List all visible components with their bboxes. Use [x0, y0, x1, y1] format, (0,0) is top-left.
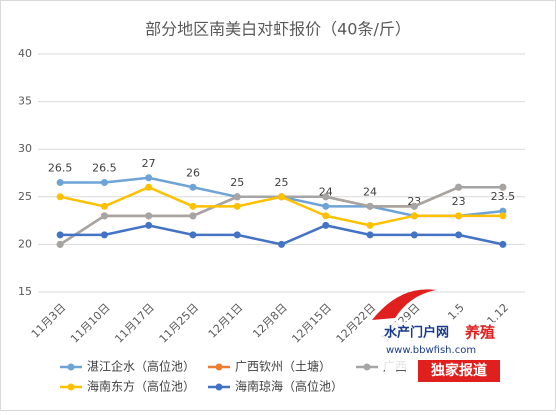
y-tick-label: 15 — [18, 285, 32, 298]
y-tick-label: 40 — [18, 47, 32, 60]
data-label: 24 — [319, 185, 333, 198]
watermark-badge — [418, 360, 500, 382]
data-point — [499, 212, 507, 220]
y-tick-label: 30 — [18, 142, 32, 155]
watermark-text: 养殖 — [464, 324, 495, 342]
legend-marker — [67, 383, 75, 391]
data-point — [145, 174, 153, 182]
data-point — [322, 202, 330, 210]
data-label: 25 — [230, 176, 244, 189]
data-point — [410, 212, 418, 220]
watermark-text: www.bbwfish.com — [386, 345, 476, 356]
data-label: 24 — [363, 185, 377, 198]
data-point — [145, 183, 153, 191]
data-point — [322, 221, 330, 229]
data-point — [56, 240, 64, 248]
legend-marker — [215, 383, 223, 391]
data-point — [410, 231, 418, 239]
data-point — [100, 231, 108, 239]
data-label: 27 — [142, 157, 156, 170]
data-label: 26 — [186, 166, 200, 179]
data-point — [189, 212, 197, 220]
data-point — [366, 221, 374, 229]
data-point — [410, 202, 418, 210]
legend-marker — [67, 363, 75, 371]
data-label: 23.5 — [491, 190, 516, 203]
data-point — [100, 202, 108, 210]
y-tick-label: 20 — [18, 237, 32, 250]
data-point — [366, 231, 374, 239]
data-point — [322, 212, 330, 220]
data-point — [145, 212, 153, 220]
data-label: 26.5 — [92, 162, 117, 175]
data-label: 23 — [452, 195, 466, 208]
data-point — [455, 231, 463, 239]
data-label: 26.5 — [48, 162, 73, 175]
watermark: 水产门户网 养殖 www.bbwfish.com 独家报道 — [372, 289, 514, 382]
data-point — [56, 231, 64, 239]
watermark-text: 独家报道 — [431, 362, 487, 379]
watermark-swoosh — [372, 289, 436, 320]
legend-marker — [363, 363, 371, 371]
data-point — [455, 212, 463, 220]
data-point — [189, 183, 197, 191]
chart-title: 部分地区南美白对虾报价（40条/斤） — [145, 20, 411, 39]
data-point — [100, 179, 108, 187]
data-point — [100, 212, 108, 220]
data-point — [233, 231, 241, 239]
y-tick-label: 35 — [18, 95, 32, 108]
legend-marker — [215, 363, 223, 371]
data-point — [366, 202, 374, 210]
legend-label: 海南琼海（高位池） — [235, 379, 343, 394]
data-point — [56, 179, 64, 187]
y-tick-label: 25 — [18, 190, 32, 203]
legend-label: 广西钦州（土塘） — [235, 359, 331, 374]
data-point — [233, 193, 241, 201]
data-point — [145, 221, 153, 229]
data-point — [455, 183, 463, 191]
data-point — [189, 202, 197, 210]
data-point — [278, 240, 285, 248]
data-point — [189, 231, 197, 239]
watermark-text: 水产门户网 — [384, 325, 449, 341]
data-point — [56, 193, 64, 201]
data-point — [499, 183, 507, 191]
data-point — [233, 202, 241, 210]
data-point — [278, 193, 285, 201]
data-point — [322, 193, 330, 201]
data-point — [499, 240, 507, 248]
data-label: 25 — [275, 176, 289, 189]
legend-label: 海南东方（高位池） — [87, 379, 195, 394]
legend-label: 湛江企水（高位池） — [87, 359, 195, 374]
